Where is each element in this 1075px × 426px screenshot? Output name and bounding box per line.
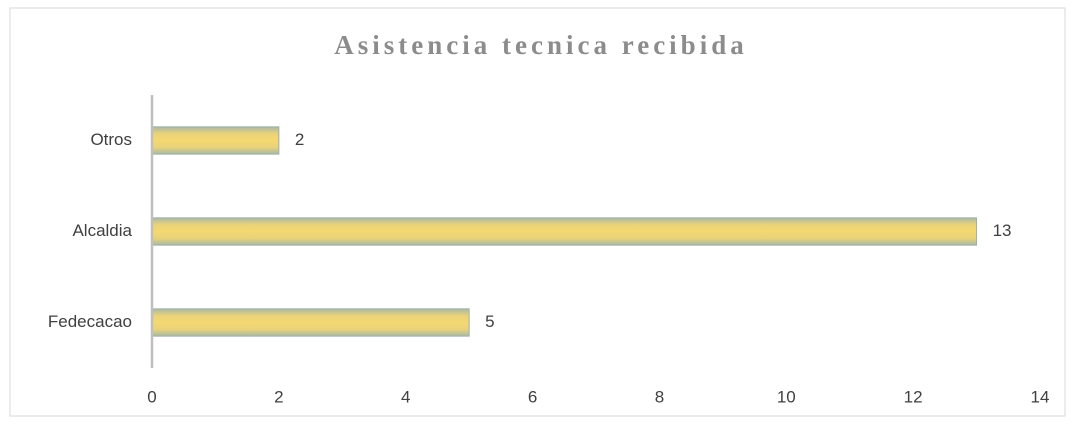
x-tick-label: 6 [528,387,537,406]
x-tick-label: 0 [147,387,156,406]
y-tick-label: Otros [90,130,132,149]
x-tick-label: 8 [655,387,664,406]
x-tick-label: 12 [904,387,923,406]
x-tick-label: 2 [274,387,283,406]
chart-border [9,7,1066,417]
bar [151,217,978,246]
data-label: 13 [993,221,1012,240]
x-tick-label: 4 [401,387,410,406]
chart-title: Asistencia tecnica recibida [334,30,747,60]
x-tick-label: 14 [1031,387,1050,406]
data-label: 2 [295,130,304,149]
bar [151,126,280,155]
x-tick-label: 10 [777,387,796,406]
data-label: 5 [485,312,494,331]
bar [151,308,470,337]
y-tick-label: Alcaldia [72,221,132,240]
y-tick-label: Fedecacao [48,312,132,331]
